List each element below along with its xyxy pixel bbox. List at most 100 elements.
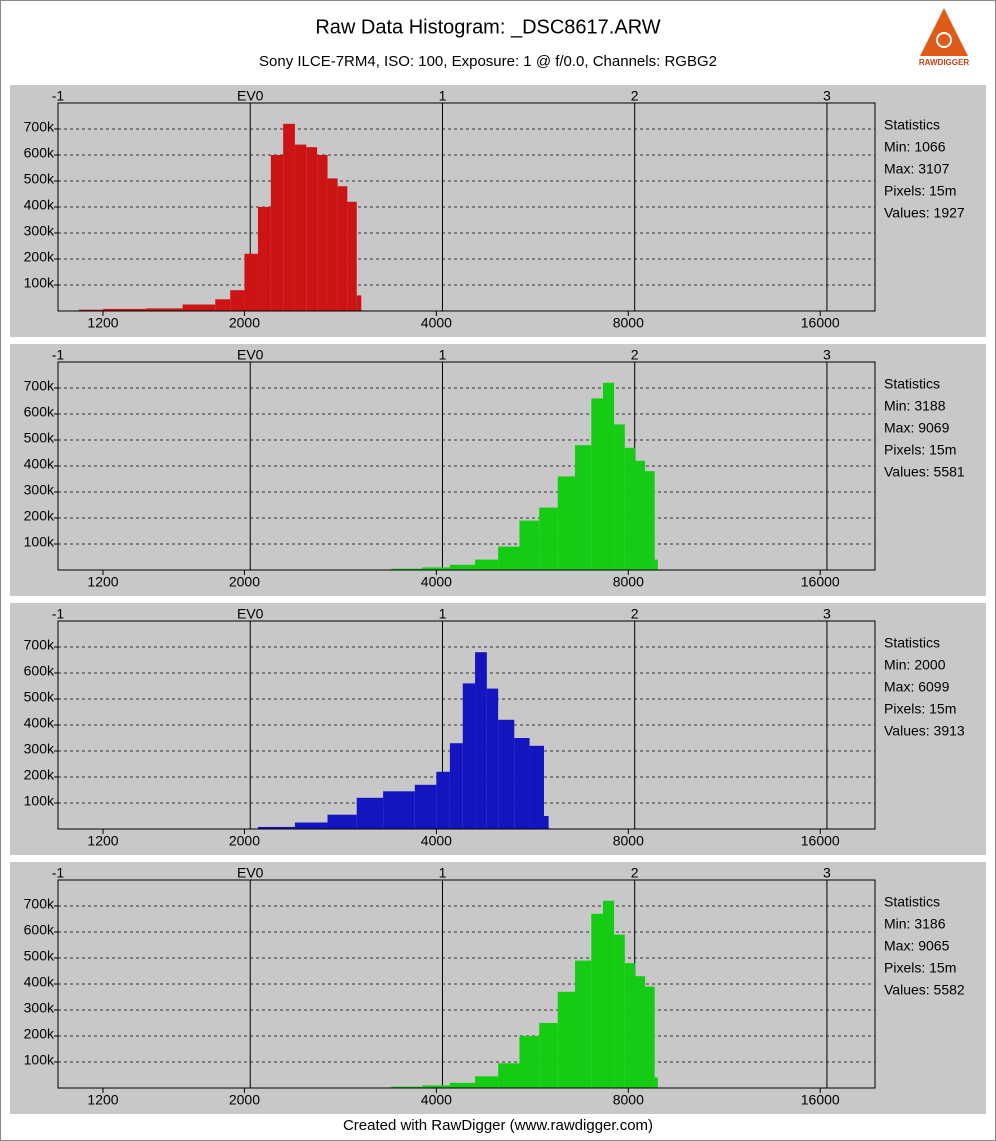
y-tick-label: 200k <box>24 767 55 783</box>
ev-tick-label: EV0 <box>237 606 264 622</box>
x-tick-label: 2000 <box>229 1092 260 1108</box>
y-tick-label: 600k <box>24 922 55 938</box>
bar <box>475 559 499 570</box>
y-tick-label: 700k <box>24 637 55 653</box>
ev-tick-label: 2 <box>631 88 639 104</box>
y-tick-label: 300k <box>24 1000 55 1016</box>
y-tick-label: 500k <box>24 948 55 964</box>
y-tick-label: 400k <box>24 197 55 213</box>
statistics-line: Max: 9065 <box>884 938 950 954</box>
statistics-line: Max: 6099 <box>884 679 950 695</box>
x-tick-label: 4000 <box>421 833 452 849</box>
x-tick-label: 1200 <box>87 315 118 331</box>
statistics-line: Statistics <box>884 894 940 910</box>
bar <box>294 144 307 311</box>
x-tick-label: 2000 <box>229 833 260 849</box>
y-tick-label: 700k <box>24 378 55 394</box>
x-tick-label: 8000 <box>613 315 644 331</box>
ev-tick-label: EV0 <box>237 347 264 363</box>
bar <box>624 963 636 1088</box>
bar <box>449 564 476 570</box>
bar <box>475 1076 499 1088</box>
bar <box>514 738 530 829</box>
statistics-line: Statistics <box>884 117 940 133</box>
bar <box>383 791 415 829</box>
bar <box>635 460 646 570</box>
bar <box>327 178 338 311</box>
bar <box>103 308 146 311</box>
bar <box>244 253 258 311</box>
statistics-line: Min: 3188 <box>884 398 946 414</box>
bar <box>486 688 499 829</box>
bar <box>614 934 625 1088</box>
bar <box>539 1023 558 1088</box>
bar <box>575 960 592 1088</box>
ev-tick-label: 1 <box>439 606 447 622</box>
bar <box>414 784 437 829</box>
x-tick-label: 8000 <box>613 833 644 849</box>
y-tick-label: 600k <box>24 145 55 161</box>
bar <box>230 290 245 311</box>
ev-tick-label: 2 <box>631 606 639 622</box>
y-tick-label: 400k <box>24 456 55 472</box>
statistics-line: Values: 3913 <box>884 723 965 739</box>
statistics-line: Min: 2000 <box>884 657 946 673</box>
bar <box>645 986 655 1088</box>
panel <box>10 85 986 337</box>
bar <box>294 822 328 829</box>
bar <box>78 309 104 311</box>
x-tick-label: 2000 <box>229 574 260 590</box>
bar <box>498 1063 520 1088</box>
logo-text: RAWDIGGER <box>919 58 969 67</box>
statistics-line: Statistics <box>884 635 940 651</box>
y-tick-label: 400k <box>24 974 55 990</box>
y-tick-label: 300k <box>24 482 55 498</box>
bar <box>327 814 357 829</box>
x-tick-label: 16000 <box>801 1092 840 1108</box>
statistics-line: Values: 5582 <box>884 982 965 998</box>
ev-tick-label: EV0 <box>237 88 264 104</box>
bar <box>182 304 216 311</box>
bar <box>391 568 423 570</box>
bar <box>462 683 476 829</box>
bar <box>591 913 603 1088</box>
bar <box>283 123 295 311</box>
ev-tick-label: 3 <box>823 88 831 104</box>
bar <box>557 991 576 1088</box>
ev-tick-label: 1 <box>439 865 447 881</box>
x-tick-label: 4000 <box>421 1092 452 1108</box>
statistics-line: Min: 3186 <box>884 916 946 932</box>
subtitle: Sony ILCE-7RM4, ISO: 100, Exposure: 1 @ … <box>259 53 717 70</box>
bar <box>519 1036 540 1088</box>
ev-tick-label: -1 <box>52 347 65 363</box>
bar <box>602 382 615 570</box>
ev-tick-label: 2 <box>631 865 639 881</box>
bar <box>557 476 576 570</box>
statistics-line: Values: 1927 <box>884 205 965 221</box>
logo-mark <box>936 32 952 48</box>
bar <box>356 295 362 311</box>
bar <box>654 559 658 570</box>
x-tick-label: 2000 <box>229 315 260 331</box>
panel <box>10 344 986 596</box>
x-tick-label: 4000 <box>421 315 452 331</box>
y-tick-label: 100k <box>24 793 55 809</box>
y-tick-label: 500k <box>24 430 55 446</box>
ev-tick-label: 3 <box>823 347 831 363</box>
bar <box>498 546 520 570</box>
ev-tick-label: 1 <box>439 88 447 104</box>
title: Raw Data Histogram: _DSC8617.ARW <box>315 16 660 38</box>
y-tick-label: 300k <box>24 741 55 757</box>
bar <box>436 771 450 829</box>
bar <box>215 299 231 311</box>
y-tick-label: 500k <box>24 171 55 187</box>
x-tick-label: 1200 <box>87 833 118 849</box>
statistics-line: Statistics <box>884 376 940 392</box>
bar <box>498 719 515 829</box>
y-tick-label: 100k <box>24 275 55 291</box>
bar <box>145 308 183 311</box>
bar <box>356 797 384 829</box>
logo: RAWDIGGER <box>919 8 969 67</box>
bar <box>602 900 615 1088</box>
statistics-line: Pixels: 15m <box>884 960 956 976</box>
